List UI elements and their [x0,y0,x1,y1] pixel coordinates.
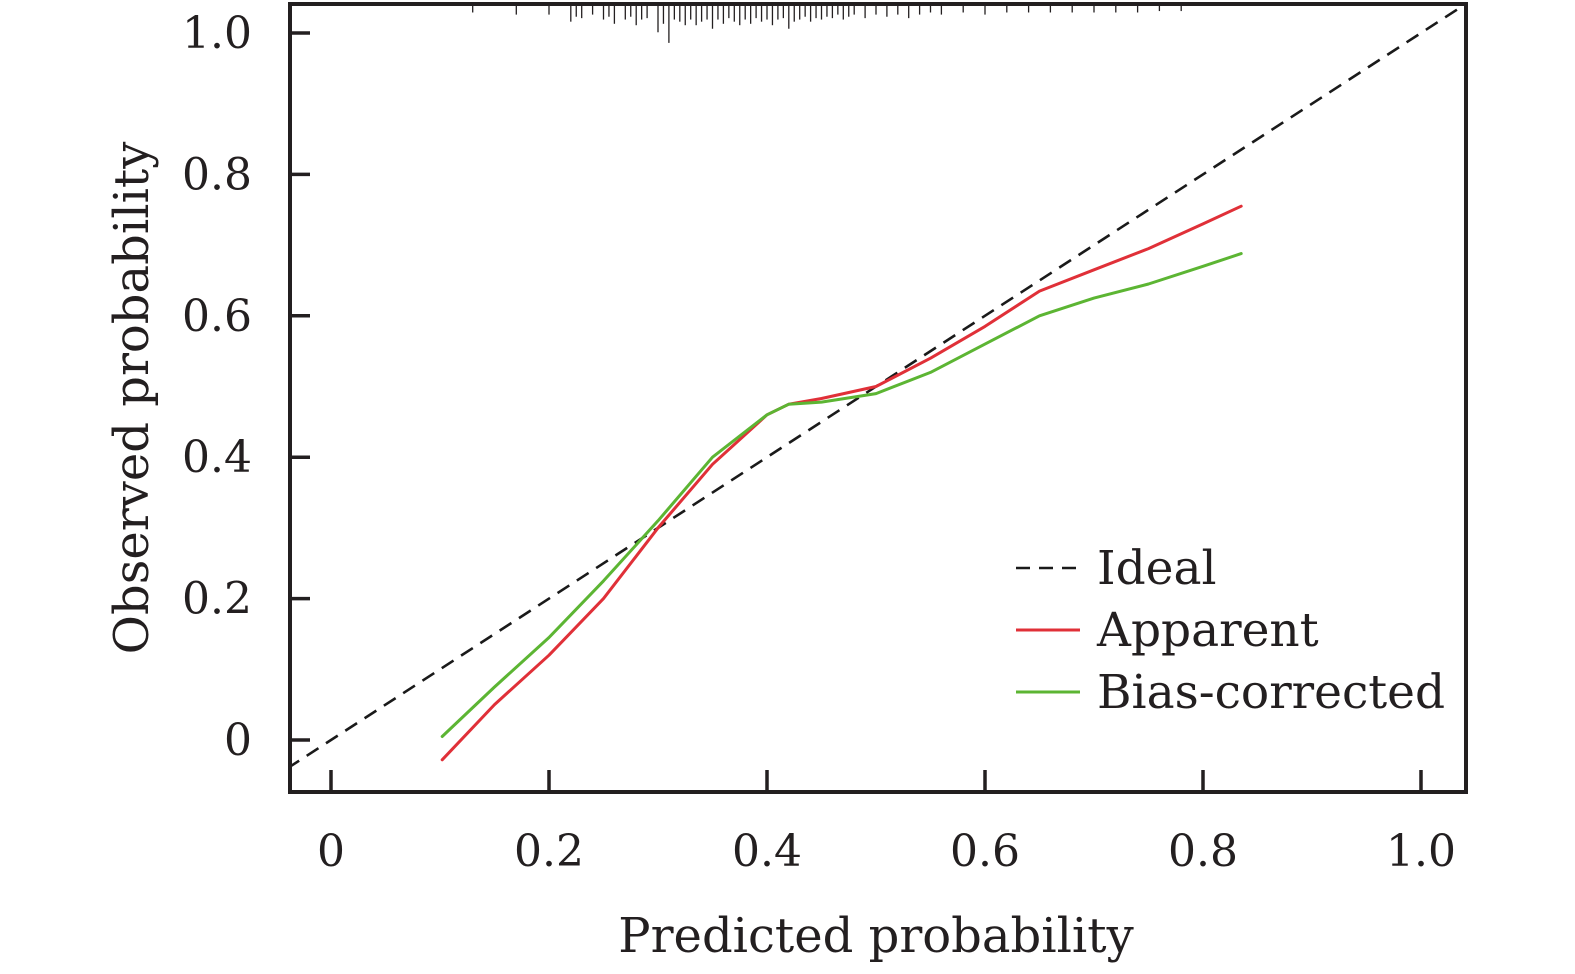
y-tick-label: 0.8 [182,149,252,200]
legend-label-ideal: Ideal [1097,541,1217,596]
y-tick-label: 1.0 [182,8,252,59]
x-axis: 0 0.2 0.4 0.6 0.8 1.0 [317,770,1456,877]
series-line-bias-corrected [440,252,1243,738]
x-tick-label: 0.2 [514,826,584,877]
y-axis: 0 0.2 0.4 0.6 0.8 1.0 [182,8,310,766]
series-lines [290,4,1466,769]
x-tick-label: 0 [317,826,345,877]
legend: Ideal Apparent Bias-corrected [1016,541,1445,720]
y-tick-label: 0.4 [182,432,252,483]
y-tick-label: 0 [224,715,252,766]
x-tick-label: 0.8 [1168,826,1238,877]
x-tick-label: 0.6 [950,826,1020,877]
legend-label-apparent: Apparent [1096,603,1319,658]
x-axis-label: Predicted probability [618,908,1133,964]
series-line-apparent [440,204,1243,762]
plot-frame [288,2,1468,794]
rug-marks [472,4,1182,43]
x-tick-label: 0.4 [732,826,802,877]
y-tick-label: 0.6 [182,291,252,342]
x-tick-label: 1.0 [1386,826,1456,877]
y-tick-label: 0.2 [182,574,252,625]
legend-label-bias-corrected: Bias-corrected [1097,665,1445,720]
y-axis-label: Observed probability [104,142,160,655]
